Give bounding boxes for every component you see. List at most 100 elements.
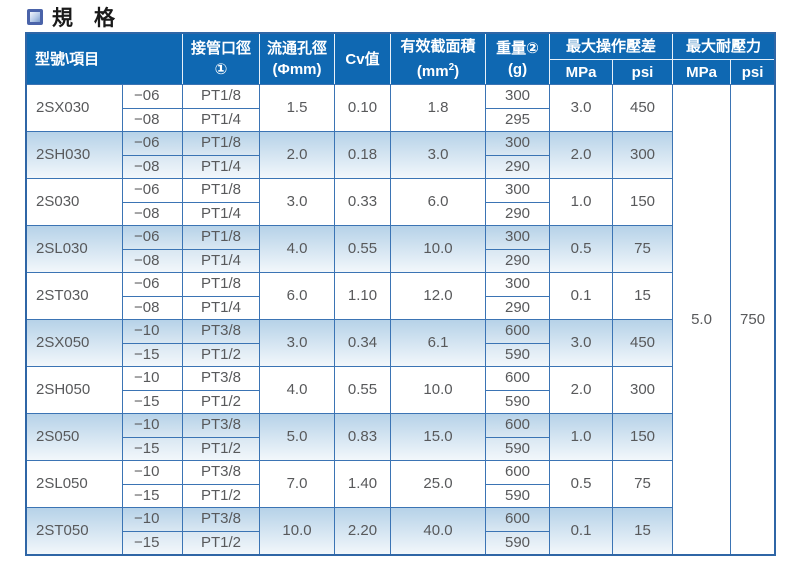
orifice-cell: 2.0 <box>259 131 335 178</box>
orifice-cell: 5.0 <box>259 413 335 460</box>
size-cell: −15 <box>122 483 183 507</box>
port-cell: PT1/8 <box>182 131 260 155</box>
weight-cell: 590 <box>485 389 550 413</box>
size-cell: −10 <box>122 319 183 343</box>
table-row: −15 PT1/2 590 <box>27 436 774 460</box>
col-header-weight: 重量② (g) <box>485 34 550 84</box>
table-row: −15 PT1/2 590 <box>27 483 774 507</box>
op-psi-cell: 150 <box>612 413 673 460</box>
weight-cell: 290 <box>485 201 550 225</box>
weight-cell: 600 <box>485 507 550 531</box>
orifice-cell: 7.0 <box>259 460 335 507</box>
weight-cell: 300 <box>485 131 550 155</box>
col-header-max-operating-diff: 最大操作壓差 <box>549 34 673 60</box>
area-cell: 10.0 <box>390 225 486 272</box>
op-mpa-cell: 0.5 <box>549 460 613 507</box>
op-mpa-cell: 0.1 <box>549 272 613 319</box>
table-header: 型號\項目 接管口徑 ① 流通孔徑 (Φmm) Cv值 有效截面積 (mm2) … <box>27 34 775 84</box>
model-cell: 2SH050 <box>27 366 122 413</box>
op-mpa-cell: 3.0 <box>549 84 613 131</box>
table-row: 2SL030 −06 PT1/8 4.0 0.55 10.0 300 0.5 75 <box>27 225 774 272</box>
area-cell: 6.1 <box>390 319 486 366</box>
size-cell: −08 <box>122 154 183 178</box>
size-cell: −15 <box>122 530 183 554</box>
orifice-cell: 3.0 <box>259 178 335 225</box>
col-header-area-line1: 有效截面積 <box>400 38 476 55</box>
size-cell: −08 <box>122 201 183 225</box>
weight-cell: 295 <box>485 107 550 131</box>
weight-cell: 590 <box>485 530 550 554</box>
port-cell: PT1/2 <box>182 342 260 366</box>
area-cell: 1.8 <box>390 84 486 131</box>
size-cell: −08 <box>122 107 183 131</box>
table-row: 2S030 −06 PT1/8 3.0 0.33 6.0 300 1.0 150 <box>27 178 774 225</box>
col-header-cv: Cv值 <box>334 34 391 84</box>
cv-cell: 1.10 <box>334 272 391 319</box>
weight-cell: 600 <box>485 460 550 484</box>
weight-cell: 300 <box>485 178 550 202</box>
spec-bullet-icon <box>27 8 43 25</box>
orifice-cell: 3.0 <box>259 319 335 366</box>
table-body: 2SX030 −06 PT1/8 1.5 0.10 1.8 300 3.0 450 5.0 750−… <box>27 84 775 554</box>
model-cell: 2SX030 <box>27 84 122 131</box>
area-cell: 3.0 <box>390 131 486 178</box>
port-cell: PT3/8 <box>182 413 260 437</box>
area-unit-suffix: ) <box>454 63 460 80</box>
col-header-port-size: 接管口徑 ① <box>182 34 260 84</box>
table-row: −08 PT1/4 295 <box>27 107 774 131</box>
op-psi-cell: 300 <box>612 131 673 178</box>
col-header-max-withstand: 最大耐壓力 <box>672 34 775 60</box>
port-cell: PT1/4 <box>182 201 260 225</box>
spec-table: 型號\項目 接管口徑 ① 流通孔徑 (Φmm) Cv值 有效截面積 (mm2) … <box>25 32 777 556</box>
port-cell: PT1/8 <box>182 84 260 108</box>
size-cell: −08 <box>122 248 183 272</box>
size-cell: −15 <box>122 389 183 413</box>
col-header-orifice: 流通孔徑 (Φmm) <box>259 34 335 84</box>
op-mpa-cell: 3.0 <box>549 319 613 366</box>
cv-cell: 0.55 <box>334 225 391 272</box>
size-cell: −15 <box>122 436 183 460</box>
size-cell: −10 <box>122 366 183 390</box>
area-cell: 12.0 <box>390 272 486 319</box>
port-cell: PT1/4 <box>182 248 260 272</box>
orifice-cell: 6.0 <box>259 272 335 319</box>
col-header-area: 有效截面積 (mm2) <box>390 34 486 84</box>
op-mpa-cell: 0.5 <box>549 225 613 272</box>
size-cell: −06 <box>122 178 183 202</box>
size-cell: −06 <box>122 84 183 108</box>
port-cell: PT3/8 <box>182 366 260 390</box>
op-psi-cell: 450 <box>612 84 673 131</box>
table-row: 2SX050 −10 PT3/8 3.0 0.34 6.1 600 3.0 450 <box>27 319 774 366</box>
port-cell: PT3/8 <box>182 507 260 531</box>
size-cell: −15 <box>122 342 183 366</box>
col-header-area-unit: (mm2) <box>391 57 485 82</box>
size-cell: −10 <box>122 507 183 531</box>
weight-cell: 290 <box>485 154 550 178</box>
size-cell: −06 <box>122 131 183 155</box>
section-title: 規 格 <box>27 4 796 30</box>
table-row: 2ST030 −06 PT1/8 6.0 1.10 12.0 300 0.1 15 <box>27 272 774 319</box>
orifice-cell: 4.0 <box>259 366 335 413</box>
port-cell: PT1/4 <box>182 154 260 178</box>
cv-cell: 0.55 <box>334 366 391 413</box>
cv-cell: 0.10 <box>334 84 391 131</box>
op-psi-cell: 150 <box>612 178 673 225</box>
header-row-2: MPa psi MPa psi <box>27 60 775 84</box>
table-row: 2SH050 −10 PT3/8 4.0 0.55 10.0 600 2.0 300 <box>27 366 774 413</box>
col-header-withstand-psi: psi <box>730 60 775 84</box>
model-cell: 2ST050 <box>27 507 122 554</box>
model-cell: 2S050 <box>27 413 122 460</box>
port-cell: PT1/4 <box>182 295 260 319</box>
area-cell: 10.0 <box>390 366 486 413</box>
table-row: −08 PT1/4 290 <box>27 154 774 178</box>
port-cell: PT1/8 <box>182 225 260 249</box>
area-unit-prefix: (mm <box>416 63 449 80</box>
area-cell: 6.0 <box>390 178 486 225</box>
col-header-orifice-line1: 流通孔徑 <box>267 40 328 57</box>
op-mpa-cell: 1.0 <box>549 413 613 460</box>
weight-cell: 290 <box>485 248 550 272</box>
table-row: −08 PT1/4 290 <box>27 295 774 319</box>
cv-cell: 0.83 <box>334 413 391 460</box>
col-header-port-size-line1: 接管口徑 <box>191 40 252 57</box>
weight-cell: 300 <box>485 272 550 296</box>
